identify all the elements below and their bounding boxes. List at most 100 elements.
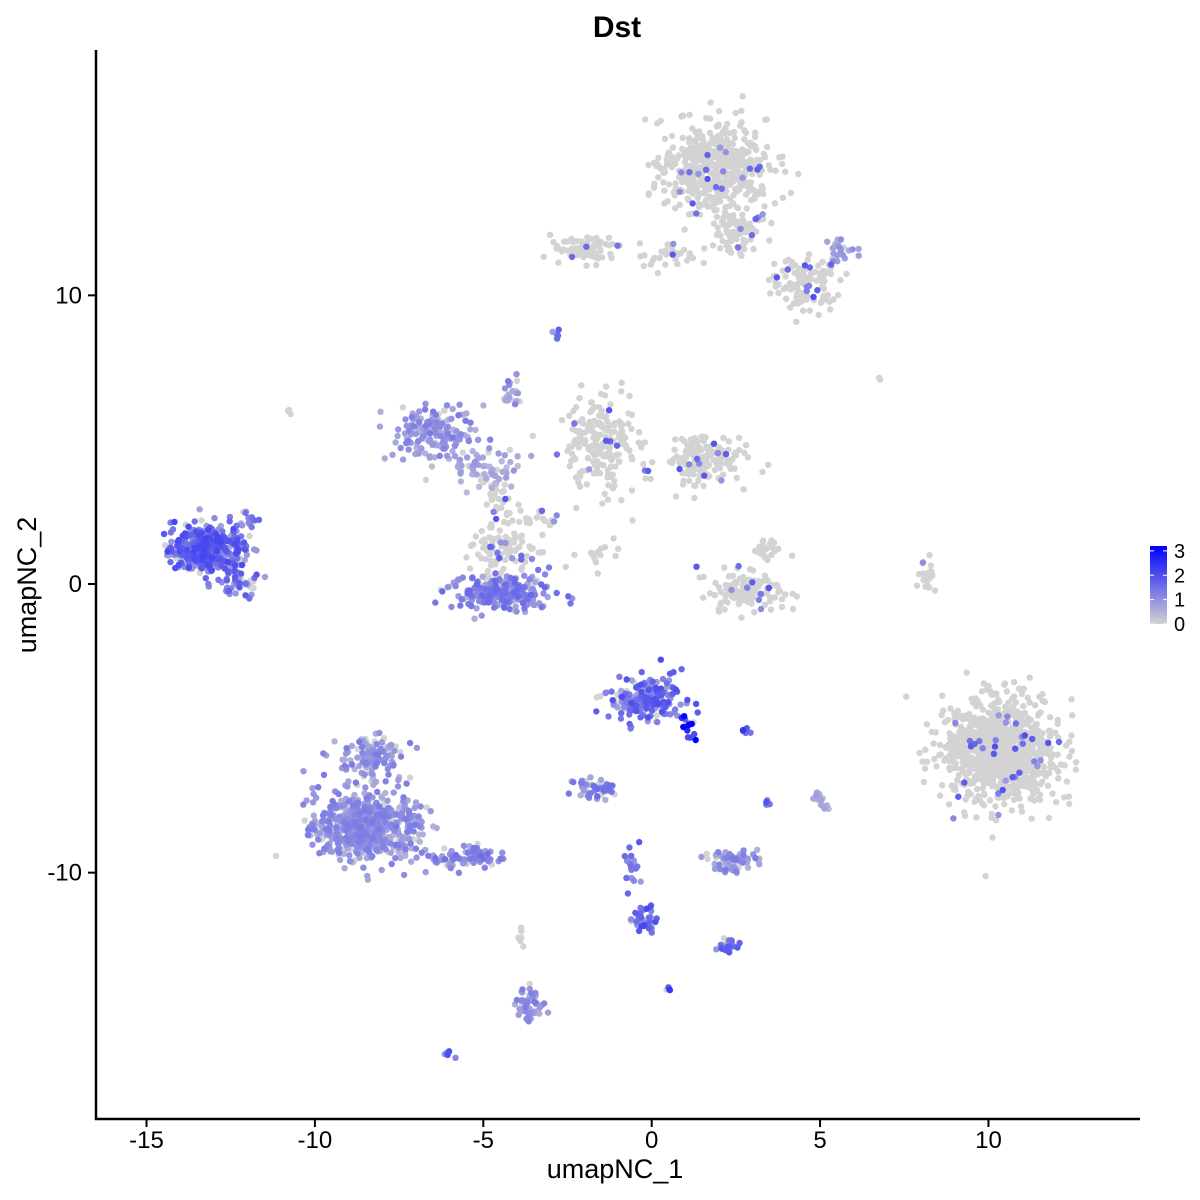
data-point [722, 866, 729, 873]
data-point [827, 306, 834, 313]
data-point [687, 436, 695, 443]
data-point [637, 913, 645, 920]
data-point [459, 574, 466, 581]
data-point [478, 538, 486, 545]
data-point [310, 790, 317, 798]
data-point [739, 216, 746, 224]
data-point [876, 376, 884, 383]
data-point [971, 798, 978, 805]
data-point [300, 768, 307, 775]
data-point [474, 436, 482, 443]
data-point [999, 786, 1006, 794]
data-point [253, 547, 260, 554]
data-point [583, 262, 590, 269]
data-point [591, 555, 598, 562]
data-point [941, 719, 949, 726]
data-point [610, 535, 617, 542]
data-point [763, 798, 770, 806]
data-point [426, 430, 434, 437]
data-point [492, 570, 499, 577]
data-point [674, 155, 681, 162]
data-point [203, 535, 210, 542]
data-point [335, 849, 343, 856]
data-point [485, 599, 492, 606]
data-point [973, 731, 980, 738]
data-point [522, 1004, 529, 1011]
data-point [782, 295, 790, 302]
data-point [923, 721, 931, 728]
data-point [1046, 769, 1053, 777]
data-point [528, 452, 535, 460]
data-point [782, 591, 789, 598]
data-point [714, 449, 722, 457]
data-point [343, 821, 351, 828]
data-point [801, 262, 809, 269]
data-point [771, 260, 778, 268]
data-point [746, 165, 754, 172]
data-point [952, 786, 959, 794]
data-point [1037, 709, 1044, 716]
data-point [593, 450, 601, 457]
data-point [161, 542, 169, 549]
data-point [926, 552, 933, 559]
data-point [669, 251, 676, 258]
data-point [741, 577, 748, 584]
data-point [231, 562, 239, 569]
data-point [500, 487, 507, 495]
data-point [483, 475, 490, 482]
data-point [502, 556, 509, 563]
data-point [645, 161, 652, 169]
data-point [412, 430, 420, 438]
data-point [748, 231, 756, 239]
data-point [1045, 739, 1052, 747]
data-point [1018, 808, 1026, 815]
data-point [683, 174, 690, 182]
data-point [213, 532, 220, 539]
data-point [722, 160, 729, 167]
data-point [680, 477, 687, 484]
data-point [792, 284, 799, 291]
data-point [1046, 746, 1053, 753]
data-point [535, 566, 542, 574]
data-point [601, 544, 609, 551]
data-point [309, 799, 317, 806]
data-point [735, 152, 743, 159]
data-point [947, 745, 954, 753]
data-point [602, 689, 609, 697]
data-point [1063, 778, 1071, 785]
data-point [638, 688, 645, 696]
data-point [419, 432, 427, 440]
data-point [422, 868, 429, 876]
data-point [601, 392, 609, 399]
data-point [215, 576, 222, 583]
data-point [812, 268, 819, 276]
data-point [743, 205, 750, 212]
data-point [413, 744, 421, 752]
data-point [405, 437, 412, 444]
data-point [382, 778, 389, 785]
data-point [356, 738, 363, 745]
data-point [565, 790, 572, 797]
data-point [607, 782, 615, 790]
data-point [328, 811, 335, 818]
data-point [452, 851, 460, 859]
data-point [449, 405, 456, 413]
data-point [661, 165, 668, 172]
data-point [185, 523, 192, 530]
data-point [994, 696, 1002, 703]
data-point [493, 503, 500, 511]
data-point [686, 250, 694, 257]
data-point [429, 440, 437, 447]
data-point [550, 518, 558, 525]
data-point [718, 477, 725, 484]
data-point [740, 851, 747, 859]
data-point [680, 246, 688, 254]
data-point [471, 615, 478, 622]
data-point [376, 803, 383, 810]
data-point [641, 439, 649, 446]
data-point [692, 736, 699, 744]
data-point [502, 548, 509, 556]
data-point [681, 438, 688, 445]
data-point [962, 747, 969, 754]
data-point [751, 129, 759, 136]
